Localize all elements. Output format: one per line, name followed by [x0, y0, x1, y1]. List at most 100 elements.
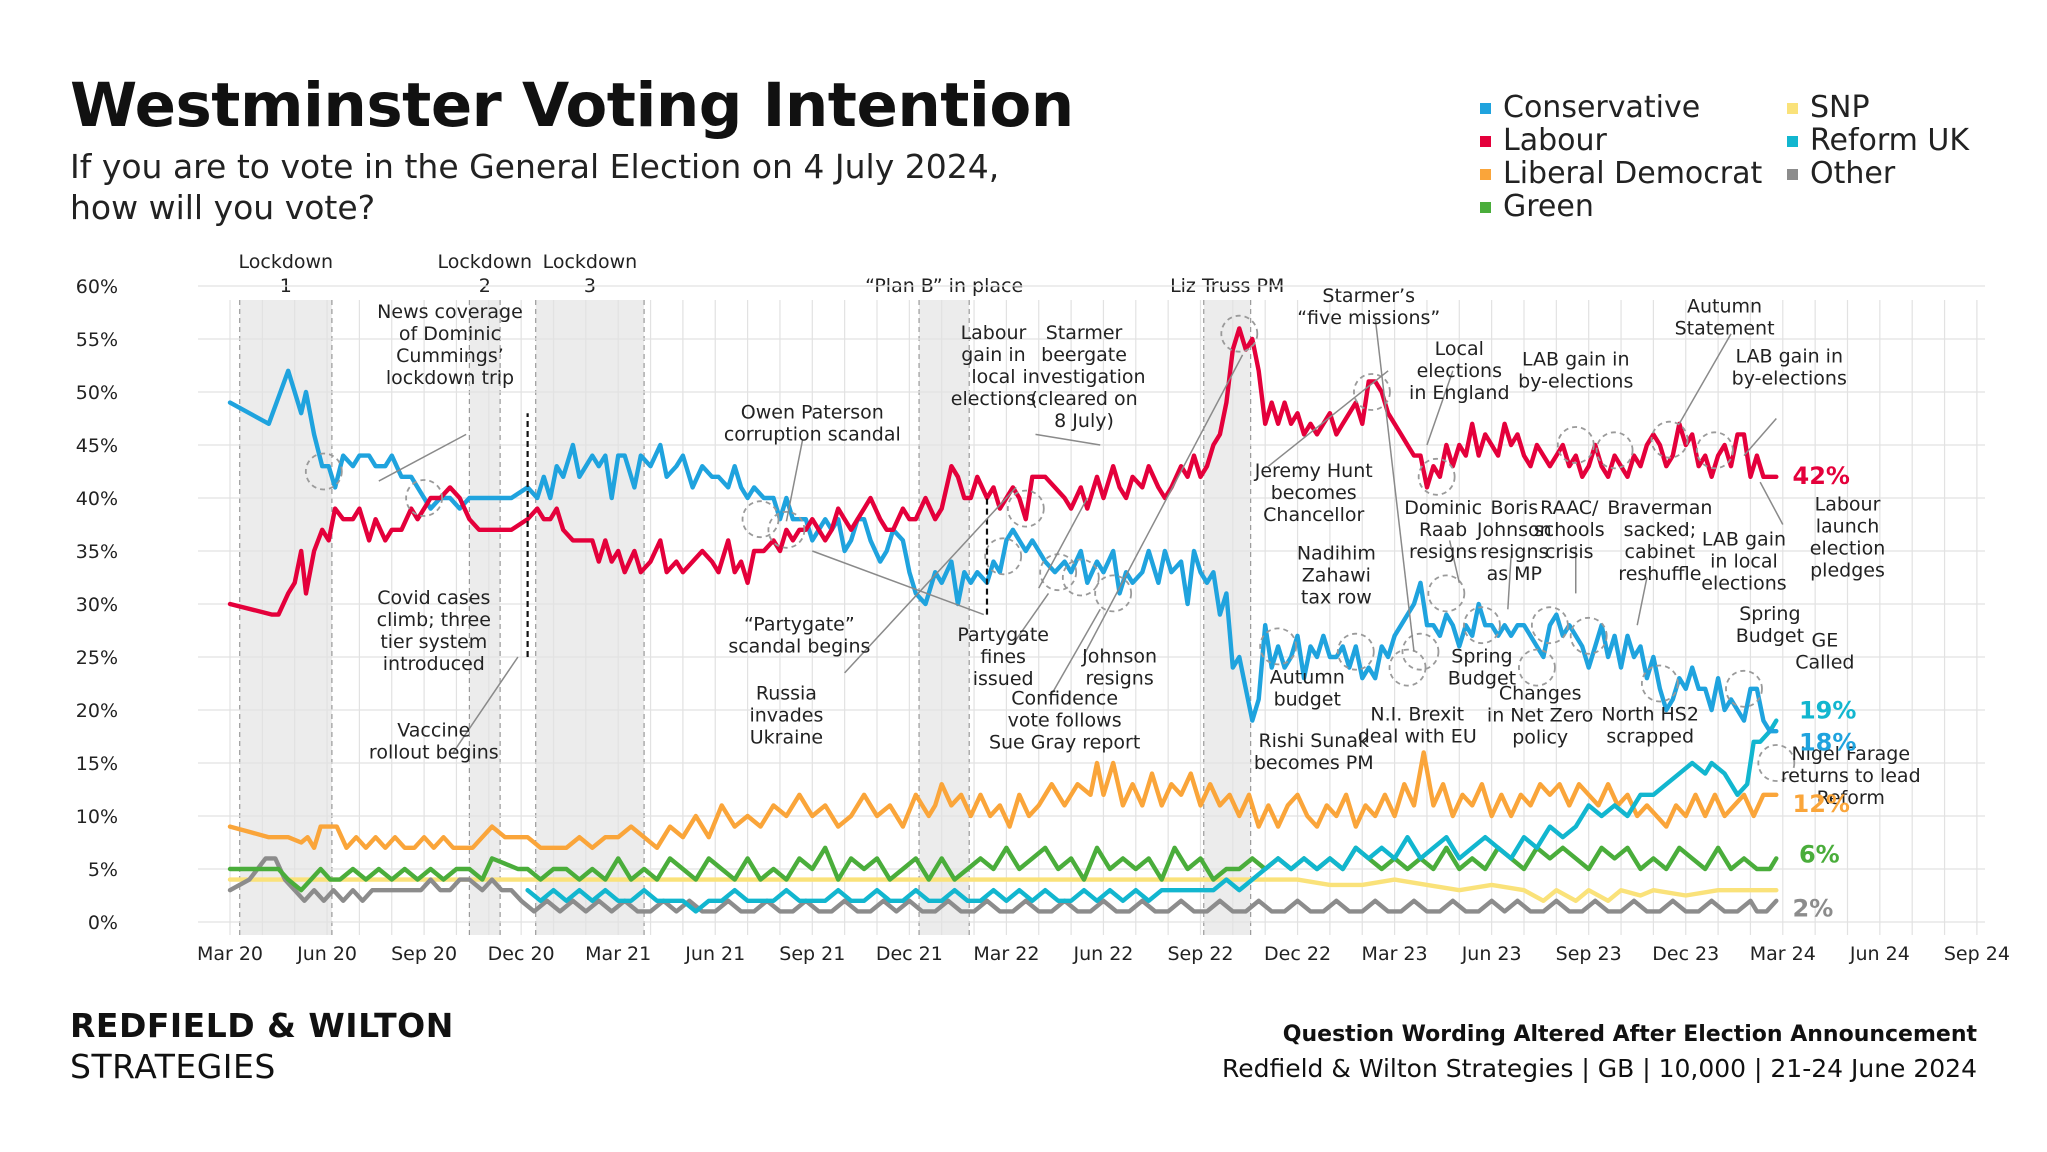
x-tick-label: Jun 22 [1072, 943, 1133, 965]
y-tick-label: 15% [76, 753, 118, 775]
x-tick-label: Mar 21 [585, 943, 651, 965]
legend-swatch-reform-uk [1787, 136, 1798, 147]
end-label-conservative: 18% [1799, 728, 1856, 756]
annotation-line: Local [1435, 338, 1484, 360]
annotation-spring-budget: Spring Budget [1736, 603, 1804, 647]
annotation-line: policy [1512, 726, 1568, 748]
x-tick-label: Jun 23 [1461, 943, 1522, 965]
legend-item-green: Green [1480, 189, 1594, 224]
annotation-line: (cleared on [1030, 388, 1137, 410]
annotation-line: election [1810, 538, 1886, 560]
annotation-line: corruption scandal [724, 424, 901, 446]
event-marker-circle [1427, 574, 1466, 613]
annotation-line: Confidence [1011, 688, 1118, 710]
annotation-line: by-elections [1732, 367, 1847, 389]
y-tick-label: 20% [76, 700, 118, 722]
annotation-line: in Net Zero [1487, 704, 1593, 726]
x-tick-label: Sep 23 [1556, 943, 1622, 965]
x-tick-label: Dec 21 [876, 943, 943, 965]
annotation-leader-line [1035, 433, 1101, 446]
annotation-line: Called [1795, 651, 1854, 673]
annotation-line: Boris [1490, 497, 1538, 519]
event-marker-circle [1757, 744, 1796, 782]
event-marker-circle [1595, 431, 1634, 470]
annotation-covid-cases-climb-three-tier-system-intr: Covid cases climb; three tier system introd… [377, 587, 491, 675]
annotation-raac-schools-crisis: RAAC/schools crisis [1534, 497, 1605, 563]
annotation-line: Autumn [1270, 667, 1345, 689]
gridlines [198, 285, 1985, 935]
x-tick-label: Mar 23 [1362, 943, 1428, 965]
annotation-line: Russia [756, 682, 817, 704]
event-marker-circle [1220, 314, 1259, 353]
y-tick-label: 40% [76, 488, 118, 510]
annotation-line: becomes PM [1254, 752, 1374, 774]
annotation-autumn-budget: Autumn budget [1270, 667, 1345, 711]
annotation-leader-line [1743, 418, 1777, 457]
annotation-line: resigns [1085, 667, 1153, 689]
annotation-ge-called: GE Called [1795, 629, 1854, 673]
annotation-line: Budget [1736, 625, 1804, 647]
y-tick-label: 25% [76, 647, 118, 669]
annotation-line: Sue Gray report [989, 732, 1140, 754]
y-tick-label: 55% [76, 329, 118, 351]
x-tick-label: Sep 24 [1944, 943, 2010, 965]
annotation-lab-gain-in-by-elections: LAB gain in by-elections [1732, 345, 1847, 389]
annotation-line: “five missions” [1297, 307, 1440, 329]
annotation-line: Ukraine [750, 726, 823, 748]
shaded-period-label-line: Lockdown [543, 251, 638, 273]
annotation-line: RAAC/ [1540, 497, 1599, 519]
event-marker-circle [1530, 606, 1569, 645]
annotation-leader-line [1448, 540, 1461, 583]
end-label-green: 6% [1799, 841, 1840, 869]
y-tick-label: 30% [76, 594, 118, 616]
annotation-line: LAB gain [1702, 529, 1786, 551]
x-tick-label: Dec 22 [1264, 943, 1331, 965]
annotation-line: lockdown trip [386, 367, 514, 389]
event-marker-circle [1640, 664, 1679, 703]
annotation-line: Raab [1419, 519, 1467, 541]
annotation-leader-line [1374, 317, 1415, 652]
annotation-line: North HS2 [1601, 704, 1699, 726]
y-tick-label: 60% [76, 276, 118, 298]
annotation-line: of Dominic [399, 323, 501, 345]
event-marker-circle [1401, 632, 1440, 671]
annotation-line: Labour [1815, 494, 1881, 516]
annotation-line: “Partygate” [744, 614, 855, 636]
annotation-line: Labour [961, 322, 1027, 344]
annotation-line: Zahawi [1302, 564, 1371, 586]
annotation-line: Owen Paterson [741, 402, 884, 424]
legend-label-labour: Labour [1503, 123, 1607, 158]
annotation-leader-line [452, 656, 519, 753]
event-marker-circle [1039, 553, 1078, 592]
annotation-line: Starmer’s [1322, 285, 1415, 307]
annotation-line: tier system [380, 631, 487, 653]
x-tick-label: Jun 21 [684, 943, 745, 965]
event-marker-circle [1463, 606, 1501, 645]
y-tick-label: 0% [88, 912, 118, 934]
annotation-line: Rishi Sunak [1258, 730, 1369, 752]
annotation-confidence-vote-follows-sue-gray-report: Confidence vote follows Sue Gray report [989, 688, 1140, 754]
shaded-period-label: Lockdown 3 [543, 251, 638, 297]
event-markers [304, 314, 1796, 782]
annotation-owen-paterson-corruption-scandal: Owen Paterson corruption scandal [724, 402, 901, 446]
x-tick-label: Mar 24 [1750, 943, 1816, 965]
event-marker-circle [1353, 373, 1391, 411]
annotation-line: scrapped [1606, 726, 1694, 748]
legend-item-conservative: Conservative [1480, 90, 1700, 125]
annotation-line: gain in [961, 344, 1025, 366]
x-axis-tick-labels: Mar 20 Jun 20 Sep 20 Dec 20 Mar 21 Jun 21 Sep … [197, 943, 2010, 965]
legend-item-reform-uk: Reform UK [1787, 123, 1969, 158]
x-tick-label: Sep 20 [391, 943, 457, 965]
annotation-line: Spring [1739, 603, 1800, 625]
annotation-line: Spring [1451, 645, 1512, 667]
annotation-line: vote follows [1008, 710, 1122, 732]
annotation-line: reshuffle [1618, 563, 1701, 585]
annotation-line: pledges [1810, 560, 1885, 582]
series-end-labels: 18% 42% 12% 6% 19% 2% [1793, 462, 1857, 922]
legend-label-liberal-democrat: Liberal Democrat [1503, 156, 1763, 191]
annotation-line: elections [951, 388, 1036, 410]
annotation-n-i-brexit-deal-with-eu: N.I. Brexit deal with EU [1358, 704, 1477, 748]
annotation-line: Autumn [1687, 296, 1762, 318]
annotation-line: resigns [1480, 541, 1548, 563]
